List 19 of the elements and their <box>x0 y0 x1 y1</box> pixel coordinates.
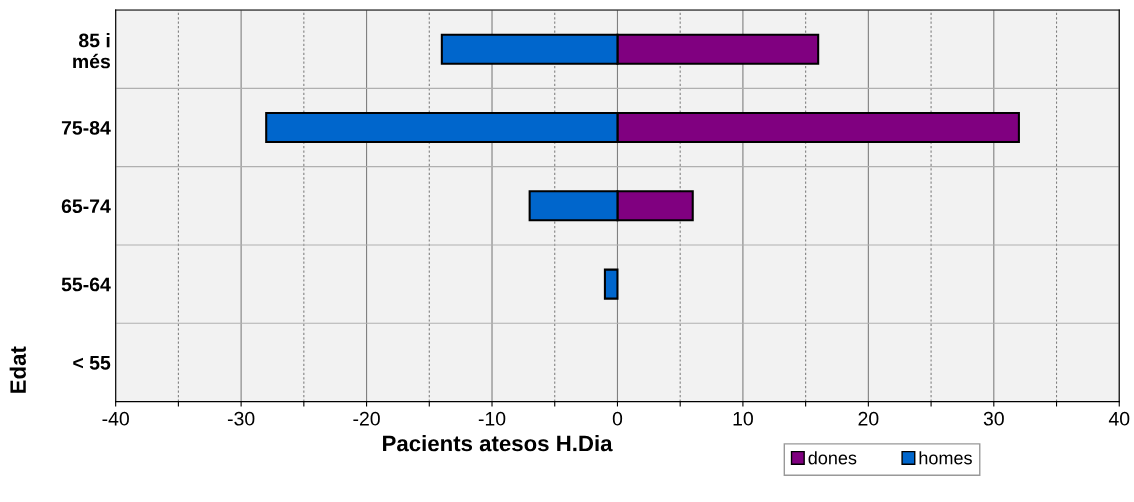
y-tick-label: 75-84 <box>61 120 111 135</box>
x-tick-label: 20 <box>858 411 879 426</box>
x-tick-label: -20 <box>353 411 380 426</box>
bar <box>603 268 619 300</box>
y-tick-label: 65-74 <box>61 199 111 214</box>
y-tick-label: 85 i més <box>73 33 111 69</box>
x-tick-label: 10 <box>733 411 753 426</box>
x-axis-title: Pacients atesos H.Dia <box>383 435 613 452</box>
x-tick-label: 40 <box>1108 411 1130 426</box>
legend-label: dones <box>808 451 857 465</box>
y-tick-label: 55-64 <box>61 277 111 292</box>
x-tick-label: -40 <box>102 411 129 426</box>
legend-label: homes <box>919 451 972 465</box>
y-tick-label: < 55 <box>73 356 111 370</box>
x-tick-label: 0 <box>612 411 623 426</box>
y-axis-title: Edat <box>9 346 26 393</box>
x-tick-label: 30 <box>983 411 1004 426</box>
x-tick-label: -10 <box>478 411 506 426</box>
x-tick-label: -30 <box>227 411 255 426</box>
